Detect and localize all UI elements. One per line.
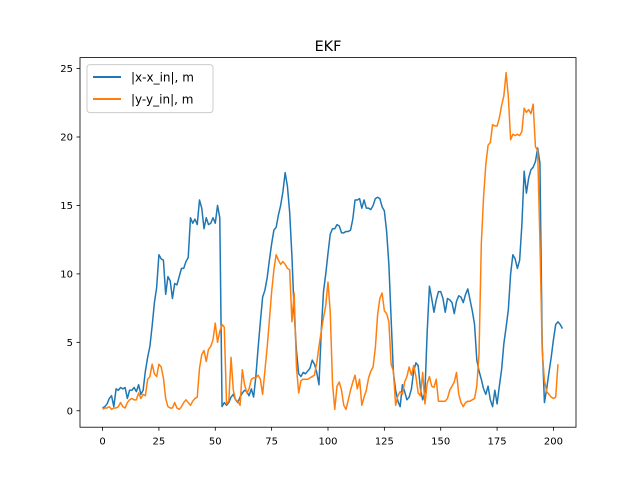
x-tick-label: 150	[431, 437, 450, 448]
y-tick-label: 0	[67, 406, 73, 417]
x-tick-label: 125	[375, 437, 394, 448]
y-tick-label: 5	[67, 338, 73, 349]
y-tick-label: 20	[60, 133, 73, 144]
legend-label-x-error: |x-x_in|, m	[131, 71, 194, 85]
x-tick-label: 25	[153, 437, 166, 448]
x-tick-label: 50	[209, 437, 222, 448]
y-tick-label: 15	[60, 201, 73, 212]
x-tick-label: 175	[488, 437, 507, 448]
series-line-y-error	[102, 71, 559, 411]
x-tick-label: 0	[99, 437, 105, 448]
legend: |x-x_in|, m |y-y_in|, m	[86, 64, 214, 114]
x-tick-label: 100	[318, 437, 337, 448]
x-tick-label: 200	[544, 437, 563, 448]
x-axis: 0 25 50 75 100 125 150 175 200	[99, 427, 563, 448]
y-tick-label: 25	[60, 64, 73, 75]
y-tick-label: 10	[60, 269, 73, 280]
series-layer	[102, 71, 564, 411]
series-line-x-error	[102, 147, 564, 409]
legend-label-y-error: |y-y_in|, m	[131, 93, 193, 107]
y-axis: 0 5 10 15 20 25	[60, 64, 80, 417]
chart-title: EKF	[315, 39, 342, 55]
x-tick-label: 75	[265, 437, 278, 448]
